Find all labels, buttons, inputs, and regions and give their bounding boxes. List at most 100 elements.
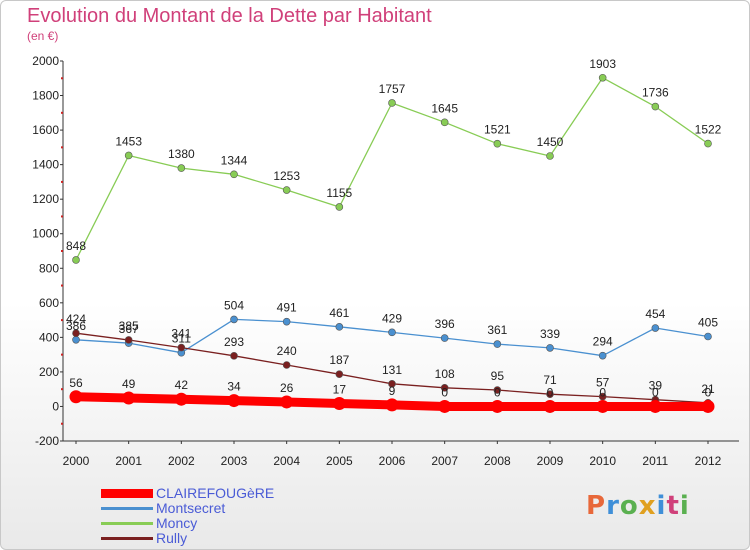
y-minor-tick xyxy=(61,146,63,149)
logo-letter: r xyxy=(606,491,620,521)
data-label: 21 xyxy=(701,382,715,396)
x-tick-label: 2005 xyxy=(326,454,353,468)
data-point xyxy=(440,383,449,392)
data-label: 95 xyxy=(491,369,505,383)
y-tick-label: -200 xyxy=(35,434,59,448)
data-label: 187 xyxy=(329,353,349,367)
data-label: 311 xyxy=(172,332,191,346)
data-point xyxy=(651,324,660,332)
legend-label: Montsecret xyxy=(156,500,226,516)
legend-label: Rully xyxy=(156,530,188,546)
data-label: 339 xyxy=(540,327,560,341)
data-label: 108 xyxy=(435,367,455,381)
data-point xyxy=(704,139,712,148)
data-point xyxy=(69,390,83,404)
data-label: 1253 xyxy=(273,169,300,183)
data-point xyxy=(493,139,502,148)
data-point xyxy=(230,170,238,179)
y-minor-tick xyxy=(61,353,63,356)
logo-letter: o xyxy=(619,491,639,521)
y-tick-label: 2000 xyxy=(32,54,59,68)
data-point xyxy=(177,343,186,352)
data-point xyxy=(177,164,186,172)
data-label: 1903 xyxy=(589,57,616,71)
data-point xyxy=(598,73,607,82)
x-tick-label: 2004 xyxy=(273,454,300,468)
data-label: 1645 xyxy=(431,101,458,115)
logo-letter: x xyxy=(638,491,657,521)
data-point xyxy=(546,152,554,160)
data-label: 405 xyxy=(698,316,718,330)
data-label: 1344 xyxy=(221,153,248,167)
data-label: 424 xyxy=(66,312,86,326)
data-point xyxy=(335,203,344,211)
data-label: 1380 xyxy=(168,147,195,161)
chart-title: Evolution du Montant de la Dette par Hab… xyxy=(27,5,432,27)
data-point xyxy=(440,334,449,342)
data-label: 361 xyxy=(487,323,507,337)
data-label: 1522 xyxy=(695,123,722,137)
data-label: 17 xyxy=(333,383,347,397)
data-label: 9 xyxy=(389,384,396,398)
y-minor-tick xyxy=(61,77,63,80)
data-label: 491 xyxy=(277,301,297,315)
data-point xyxy=(440,118,449,127)
y-minor-tick xyxy=(61,111,63,114)
y-minor-tick xyxy=(61,215,63,218)
data-label: 461 xyxy=(329,306,349,320)
x-tick-label: 2006 xyxy=(379,454,406,468)
data-point xyxy=(335,370,344,378)
y-minor-tick xyxy=(61,284,63,287)
y-minor-tick xyxy=(61,319,63,322)
data-point xyxy=(282,317,291,326)
legend-swatch xyxy=(101,522,153,525)
data-point xyxy=(335,323,344,331)
y-tick-label: 1600 xyxy=(32,123,59,137)
series-points xyxy=(69,73,715,413)
data-label: 0 xyxy=(705,385,712,399)
data-point xyxy=(701,399,715,413)
data-point xyxy=(280,395,294,409)
x-tick-label: 2001 xyxy=(115,454,142,468)
y-minor-tick xyxy=(61,422,63,425)
y-tick-label: 1800 xyxy=(32,89,59,103)
x-tick-label: 2007 xyxy=(431,454,458,468)
data-label: 0 xyxy=(441,385,448,399)
legend-swatch xyxy=(101,489,153,498)
data-label: 848 xyxy=(66,239,86,253)
data-point xyxy=(282,361,291,369)
data-label: 56 xyxy=(69,376,83,390)
proxiti-logo: Proxiti xyxy=(586,491,690,521)
data-point xyxy=(124,336,133,344)
data-label: 131 xyxy=(382,363,402,377)
data-label: 1757 xyxy=(379,82,406,96)
data-point xyxy=(388,328,396,337)
data-label: 71 xyxy=(543,373,557,387)
x-tick-label: 2003 xyxy=(221,454,248,468)
data-point xyxy=(596,399,610,413)
data-label: 42 xyxy=(175,378,189,392)
data-label: 240 xyxy=(277,344,297,358)
data-point xyxy=(388,99,396,107)
data-label: 386 xyxy=(66,319,86,333)
data-label: 34 xyxy=(227,380,241,394)
data-point xyxy=(122,391,136,405)
data-point xyxy=(72,335,80,344)
logo-letter: t xyxy=(666,491,680,521)
data-label: 341 xyxy=(171,327,191,341)
data-point xyxy=(490,399,504,413)
data-point xyxy=(230,315,238,324)
data-point xyxy=(493,340,502,348)
logo-letter: i xyxy=(679,491,690,521)
logo-letter: i xyxy=(656,491,667,521)
data-point xyxy=(648,399,662,413)
y-tick-label: 200 xyxy=(39,365,59,379)
data-label: 1453 xyxy=(115,134,142,148)
data-point xyxy=(282,186,291,194)
data-point xyxy=(438,399,452,413)
data-point xyxy=(598,351,607,360)
data-point xyxy=(72,329,80,338)
data-label: 396 xyxy=(435,317,455,331)
